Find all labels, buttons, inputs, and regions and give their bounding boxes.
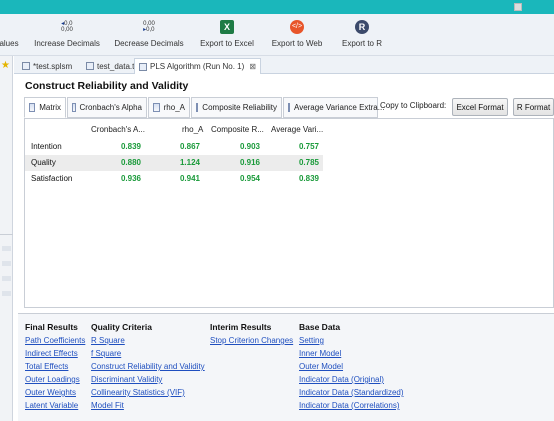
table-cell: 1.124	[179, 158, 200, 167]
link-inner-model[interactable]: Inner Model	[299, 349, 342, 358]
link-total-effects[interactable]: Total Effects	[25, 362, 69, 371]
table-cell: 0.839	[120, 142, 141, 151]
table-row[interactable]: Quality 0.880 1.124 0.916 0.785	[25, 155, 323, 171]
report-icon	[139, 62, 147, 71]
final-results-section: Final Results Path Coefficients Indirect…	[25, 314, 85, 412]
increase-decimals-icon: ◂0,0 0,00	[61, 21, 73, 33]
link-r-square[interactable]: R Square	[91, 336, 125, 345]
chart-icon	[196, 103, 199, 112]
link-outer-model[interactable]: Outer Model	[299, 362, 344, 371]
section-heading: Base Data	[299, 322, 341, 332]
link-outer-weights[interactable]: Outer Weights	[25, 388, 76, 397]
left-panel-row	[2, 291, 11, 296]
excel-format-button[interactable]: Excel Format	[452, 98, 508, 116]
export-web-button[interactable]: </> Export to Web	[268, 18, 326, 54]
column-header-rho-a[interactable]: rho_A	[182, 125, 204, 134]
export-r-button[interactable]: R Export to R	[341, 20, 382, 48]
interim-results-section: Interim Results Stop Criterion Changes	[210, 314, 293, 347]
section-heading: Interim Results	[210, 322, 272, 332]
table-cell: 0.785	[298, 158, 319, 167]
column-header-cronbachs-alpha[interactable]: Cronbach's A...	[91, 125, 145, 134]
link-indicator-data-correlations[interactable]: Indicator Data (Correlations)	[299, 401, 400, 410]
left-panel-row	[2, 261, 11, 266]
matrix-icon	[29, 103, 36, 112]
row-label: Intention	[31, 142, 62, 151]
result-view-tabs: Matrix Cronbach's Alpha rho_A Composite …	[24, 97, 554, 119]
link-setting[interactable]: Setting	[299, 336, 324, 345]
link-indirect-effects[interactable]: Indirect Effects	[25, 349, 78, 358]
editor-tab-bar: *test.splsm test_data.txt PLS Algorithm …	[14, 56, 554, 74]
left-panel-row	[2, 276, 11, 281]
divider	[0, 234, 13, 235]
link-outer-loadings[interactable]: Outer Loadings	[25, 375, 80, 384]
star-icon: ★	[1, 60, 10, 71]
link-path-coefficients[interactable]: Path Coefficients	[25, 336, 86, 345]
export-excel-button[interactable]: X Export to Excel	[200, 20, 254, 48]
link-indicator-data-original[interactable]: Indicator Data (Original)	[299, 375, 384, 384]
table-cell: 0.916	[239, 158, 260, 167]
chart-icon	[153, 103, 160, 112]
link-construct-reliability[interactable]: Construct Reliability and Validity	[91, 362, 205, 371]
column-header-composite-reliability[interactable]: Composite R...	[211, 125, 264, 134]
chart-icon	[288, 103, 290, 112]
data-file-icon	[86, 62, 94, 70]
link-stop-criterion-changes[interactable]: Stop Criterion Changes	[210, 336, 294, 345]
link-collinearity-statistics[interactable]: Collinearity Statistics (VIF)	[91, 388, 185, 397]
link-f-square[interactable]: f Square	[91, 349, 122, 358]
left-panel-strip: ★	[0, 56, 13, 421]
tab-rho-a[interactable]: rho_A	[148, 97, 190, 118]
section-heading: Final Results	[25, 322, 78, 332]
r-icon: R	[355, 20, 369, 34]
tab-test-splsm[interactable]: *test.splsm	[18, 58, 76, 74]
model-icon	[22, 62, 30, 70]
link-indicator-data-standardized[interactable]: Indicator Data (Standardized)	[299, 388, 404, 397]
table-cell: 0.880	[120, 158, 141, 167]
tab-average-variance-extracted[interactable]: Average Variance Extra...	[283, 97, 384, 118]
table-cell: 0.867	[179, 142, 200, 151]
tab-cronbachs-alpha[interactable]: Cronbach's Alpha	[67, 97, 147, 118]
left-panel-row	[2, 246, 11, 251]
column-header-average-variance[interactable]: Average Vari...	[271, 125, 324, 134]
table-cell: 0.757	[298, 142, 319, 151]
title-bar	[0, 0, 554, 14]
section-heading: Quality Criteria	[91, 322, 152, 332]
table-cell: 0.839	[298, 174, 319, 183]
results-navigation: Final Results Path Coefficients Indirect…	[18, 313, 554, 421]
copy-to-clipboard-label: Copy to Clipboard:	[380, 101, 447, 110]
row-label: Quality	[31, 158, 56, 167]
toolbar: alues ◂0,0 0,00 Increase Decimals 0,00 ▸0,…	[0, 14, 554, 56]
decrease-decimals-icon: 0,00 ▸0,0	[143, 21, 155, 33]
toolbar-partial-button[interactable]: alues	[0, 39, 19, 48]
r-format-button[interactable]: R Format	[513, 98, 554, 116]
results-matrix-panel: Cronbach's A... rho_A Composite R... Ave…	[24, 118, 554, 308]
tab-composite-reliability[interactable]: Composite Reliability	[191, 97, 282, 118]
decrease-decimals-button[interactable]: 0,00 ▸0,0 Decrease Decimals	[113, 18, 185, 54]
tab-pls-algorithm[interactable]: PLS Algorithm (Run No. 1) ⊠	[134, 58, 261, 74]
chart-icon	[72, 103, 76, 112]
window-control-icon[interactable]	[514, 3, 522, 11]
link-discriminant-validity[interactable]: Discriminant Validity	[91, 375, 163, 384]
tab-matrix[interactable]: Matrix	[24, 97, 66, 118]
excel-icon: X	[220, 20, 234, 34]
table-cell: 0.941	[179, 174, 200, 183]
increase-decimals-button[interactable]: ◂0,0 0,00 Increase Decimals	[32, 18, 102, 54]
table-row[interactable]: Intention 0.839 0.867 0.903 0.757	[25, 139, 323, 155]
page-title: Construct Reliability and Validity	[25, 80, 189, 92]
close-icon[interactable]: ⊠	[249, 62, 256, 71]
base-data-section: Base Data Setting Inner Model Outer Mode…	[299, 314, 404, 412]
web-code-icon: </>	[290, 20, 304, 34]
table-row[interactable]: Satisfaction 0.936 0.941 0.954 0.839	[25, 171, 323, 187]
link-model-fit[interactable]: Model Fit	[91, 401, 124, 410]
table-cell: 0.903	[239, 142, 260, 151]
quality-criteria-section: Quality Criteria R Square f Square Const…	[91, 314, 205, 412]
row-label: Satisfaction	[31, 174, 73, 183]
tab-test-data[interactable]: test_data.txt	[82, 58, 145, 74]
table-cell: 0.954	[239, 174, 260, 183]
link-latent-variable[interactable]: Latent Variable	[25, 401, 79, 410]
table-cell: 0.936	[120, 174, 141, 183]
